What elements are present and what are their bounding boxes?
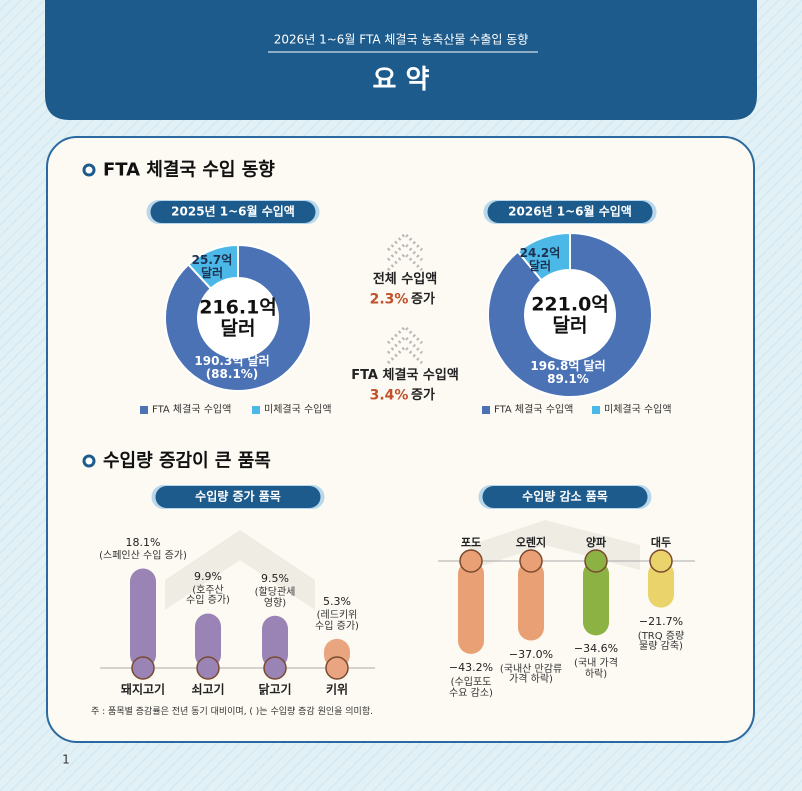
note: (국내 가격 하락): [574, 658, 618, 681]
note: (스페인산 수입 증가): [99, 551, 187, 563]
item-icon: [196, 656, 220, 680]
header-subtitle: 2026년 1~6월 FTA 체결국 농축산물 수출입 동향: [273, 32, 529, 47]
center-label: 221.0억 달러: [531, 293, 609, 336]
comparison-direction: 증가: [411, 387, 435, 403]
value-label: −21.7%: [638, 614, 684, 628]
bar: [518, 561, 544, 641]
value-label: −43.2%: [448, 660, 494, 674]
page-number: 1: [62, 752, 70, 767]
pill-label: 수입량 증가 품목: [195, 489, 281, 504]
comparison-label: 전체 수입액: [372, 271, 438, 287]
value-label: 25.7억 달러: [191, 253, 233, 280]
item-icon: [325, 656, 349, 680]
donut-slice: [164, 243, 312, 392]
note: (레드키위 수입 증가): [315, 610, 359, 632]
pill: [150, 201, 316, 223]
donut-hole: [526, 271, 614, 359]
bullet: [82, 454, 96, 468]
pill: [482, 486, 648, 508]
note: (국내산 만감류 가격 하락): [499, 663, 563, 686]
legend-swatch: [592, 406, 600, 414]
footnote: 주 : 품목별 증감률은 전년 동기 대비이며, ( )는 수입량 증감 원인을…: [91, 707, 373, 718]
value-label: 9.5%: [261, 571, 289, 585]
header-title: 요 약: [372, 64, 430, 95]
donut-hole: [199, 279, 277, 357]
category-label: 쇠고기: [191, 682, 225, 697]
bar: [130, 568, 156, 668]
category-label: 오렌지: [515, 536, 547, 550]
category-label: 양파: [585, 536, 607, 550]
donut-slice: [186, 243, 239, 291]
legend-swatch: [482, 406, 490, 414]
bar: [195, 613, 221, 668]
legend-label: 미체결국 수입액: [264, 404, 332, 416]
value-label: 190.3억 달러 (88.1%): [194, 354, 270, 381]
value-label: 18.1%: [125, 536, 161, 550]
note: (호주산 수입 증가): [186, 584, 230, 607]
comparison-direction: 증가: [411, 291, 435, 307]
item-icon: [263, 656, 287, 680]
comparison-change: 2.3%: [369, 291, 409, 308]
bar: [648, 561, 674, 608]
item-icon: [584, 549, 608, 573]
pill-label: 2025년 1~6월 수입액: [171, 204, 295, 219]
category-label: 닭고기: [258, 682, 292, 697]
bullet: [82, 163, 96, 177]
bar: [262, 615, 288, 668]
bar: [583, 561, 609, 636]
item-icon: [649, 549, 673, 573]
value-label: 5.3%: [323, 594, 351, 608]
pill-label: 수입량 감소 품목: [522, 489, 608, 504]
value-label: 196.8억 달러 89.1%: [530, 359, 606, 386]
legend-swatch: [252, 406, 260, 414]
item-icon: [459, 549, 483, 573]
item-icon: [519, 549, 543, 573]
note: (할당관세 영향): [254, 586, 296, 609]
category-label: 키위: [325, 682, 349, 697]
value-label: 24.2억 달러: [519, 246, 561, 273]
item-icon: [131, 656, 155, 680]
note: (TRQ 증량 물량 감축): [637, 630, 685, 653]
legend-label: FTA 체결국 수입액: [494, 404, 574, 416]
pill-label: 2026년 1~6월 수입액: [508, 204, 632, 219]
value-label: −37.0%: [508, 647, 554, 661]
category-label: 돼지고기: [120, 682, 166, 697]
legend-label: 미체결국 수입액: [604, 404, 672, 416]
pill: [487, 201, 653, 223]
value-label: 9.9%: [194, 569, 222, 583]
legend-swatch: [140, 406, 148, 414]
category-label: 포도: [460, 536, 482, 550]
legend-label: FTA 체결국 수입액: [152, 404, 232, 416]
donut-slice: [516, 231, 571, 282]
value-label: −34.6%: [573, 642, 619, 656]
comparison-label: FTA 체결국 수입액: [351, 367, 459, 383]
header-band: [45, 0, 757, 120]
center-label: 216.1억 달러: [199, 296, 277, 339]
bar: [458, 561, 484, 654]
pill: [155, 486, 321, 508]
section-heading: FTA 체결국 수입 동향: [103, 159, 275, 181]
section-heading: 수입량 증감이 큰 품목: [103, 450, 271, 472]
note: (수입포도 수요 감소): [449, 677, 493, 699]
category-label: 대두: [650, 536, 672, 550]
comparison-change: 3.4%: [369, 387, 409, 404]
donut-slice: [487, 231, 653, 398]
